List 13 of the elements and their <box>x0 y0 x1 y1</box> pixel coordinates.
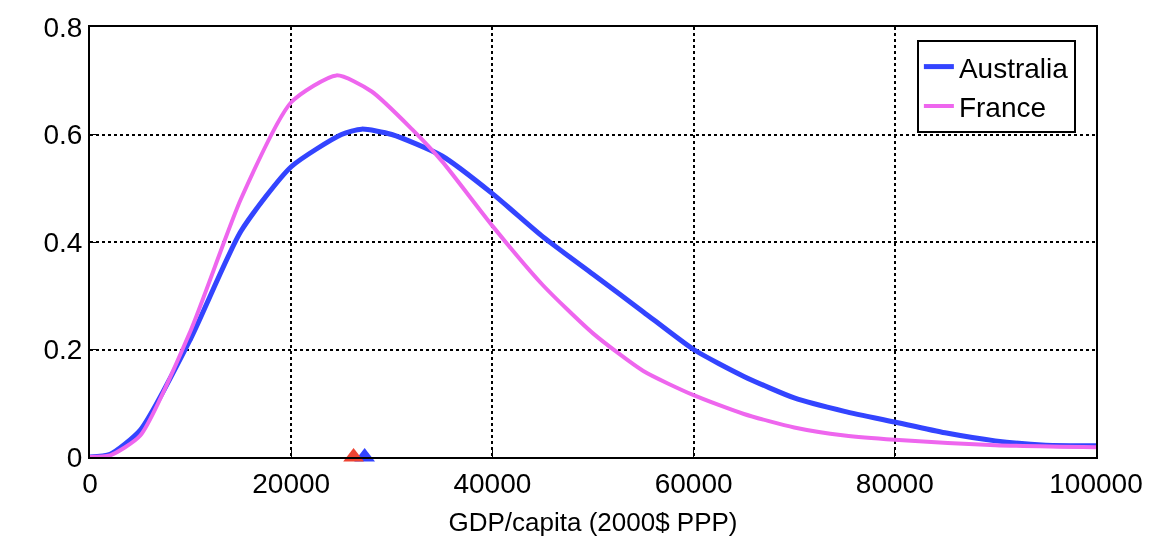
legend-label: France <box>958 91 1047 123</box>
x-tick-label: 60000 <box>654 467 733 499</box>
y-tick-label: 0.8 <box>43 11 83 43</box>
legend-label: Australia <box>958 52 1069 84</box>
y-tick-label: 0.6 <box>43 119 83 151</box>
x-tick-label: 100000 <box>1049 467 1143 499</box>
y-tick-label: 0 <box>66 441 83 473</box>
x-tick-label: 80000 <box>855 467 934 499</box>
x-tick-label: 40000 <box>453 467 532 499</box>
x-axis-title: GDP/capita (2000$ PPP) <box>448 506 738 537</box>
y-tick-label: 0.2 <box>43 334 83 366</box>
y-tick-label: 0.4 <box>43 226 83 258</box>
x-tick-label: 20000 <box>252 467 331 499</box>
